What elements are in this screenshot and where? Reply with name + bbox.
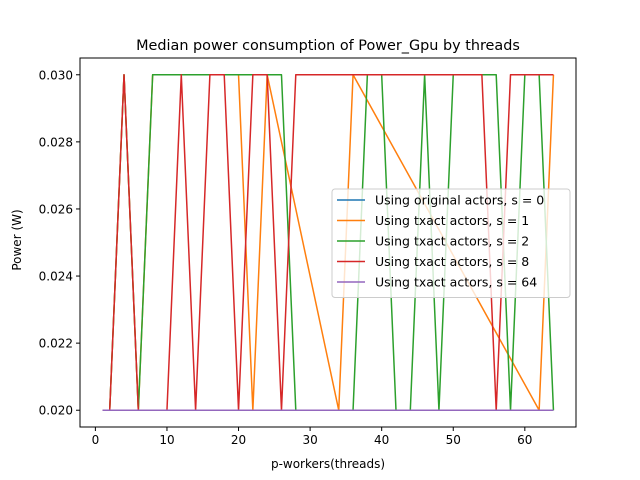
legend-label: Using txact actors, s = 2 (375, 234, 529, 249)
legend: Using original actors, s = 0 Using txact … (331, 188, 571, 298)
legend-box (331, 188, 571, 298)
legend-label: Using txact actors, s = 64 (375, 275, 537, 290)
legend-label: Using txact actors, s = 8 (375, 254, 529, 269)
y-tick-label: 0.028 (39, 135, 73, 149)
x-axis: 0 10 20 30 40 50 60 (92, 427, 532, 447)
plot-frame (79, 57, 577, 428)
x-tick-label: 60 (517, 433, 532, 447)
x-axis-title: p-workers(threads) (271, 457, 385, 471)
series-layer (102, 74, 555, 411)
legend-label: Using txact actors, s = 1 (375, 213, 529, 228)
legend-label: Using original actors, s = 0 (375, 193, 544, 208)
y-axis-title: Power (W) (10, 209, 24, 270)
x-tick-label: 20 (231, 433, 246, 447)
x-tick-label: 50 (446, 433, 461, 447)
y-tick-label: 0.026 (39, 202, 73, 216)
x-tick-label: 10 (159, 433, 174, 447)
y-tick-label: 0.030 (39, 68, 73, 82)
y-tick-label: 0.024 (39, 270, 73, 284)
x-tick-label: 40 (374, 433, 389, 447)
y-tick-label: 0.020 (39, 404, 73, 418)
x-tick-label: 30 (302, 433, 317, 447)
x-tick-label: 0 (92, 433, 100, 447)
y-tick-label: 0.022 (39, 337, 73, 351)
chart-title: Median power consumption of Power_Gpu by… (136, 38, 520, 54)
y-axis: 0.020 0.022 0.024 0.026 0.028 0.030 (39, 68, 80, 418)
